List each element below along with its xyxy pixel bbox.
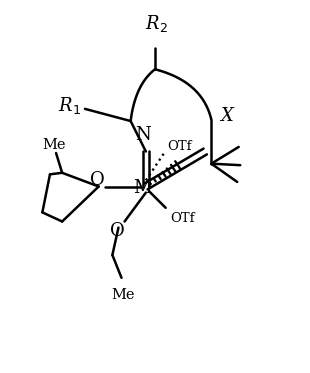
Text: OTf: OTf (170, 212, 195, 225)
Text: M: M (134, 179, 152, 197)
Text: R$_1$: R$_1$ (58, 95, 80, 116)
Text: Me: Me (111, 288, 135, 302)
Text: OTf: OTf (167, 140, 192, 153)
Text: X: X (220, 107, 233, 125)
Text: O: O (90, 171, 104, 189)
Text: N: N (135, 126, 151, 144)
Text: O: O (109, 222, 124, 239)
Text: Me: Me (43, 138, 66, 153)
Text: R$_2$: R$_2$ (145, 13, 168, 34)
